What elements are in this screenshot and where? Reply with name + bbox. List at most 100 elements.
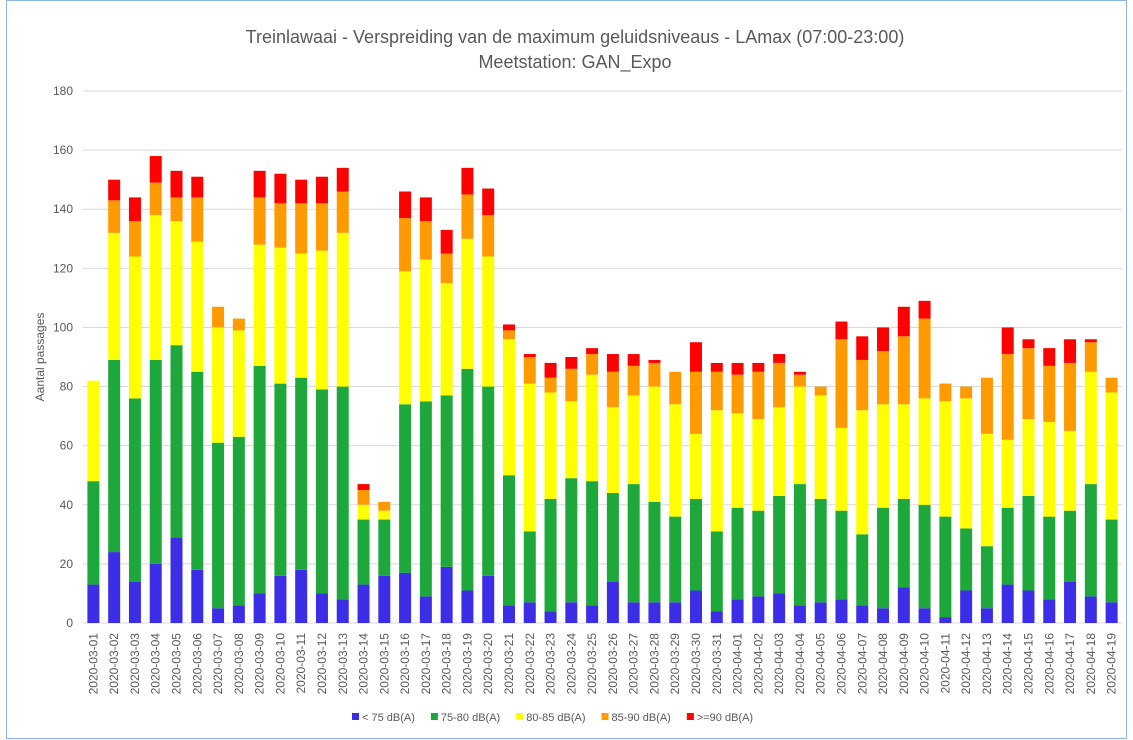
bar-segment	[191, 197, 204, 242]
bar-segment	[565, 401, 578, 479]
bar-segment	[710, 611, 723, 623]
bar-segment	[752, 596, 765, 623]
x-tick-label: 2020-03-29	[668, 633, 682, 695]
bar-segment	[627, 395, 640, 485]
bar-segment	[1105, 602, 1118, 623]
bar-segment	[1043, 365, 1056, 423]
bar-segment	[482, 575, 495, 623]
bar-segment	[897, 587, 910, 623]
bar-segment	[1043, 422, 1056, 517]
bar-segment	[586, 348, 599, 355]
bar-segment	[710, 371, 723, 411]
bar-segment	[627, 365, 640, 396]
bar-segment	[108, 179, 121, 201]
bar-segment	[295, 179, 308, 204]
bar-segment	[461, 590, 474, 623]
bar-segment	[690, 342, 703, 372]
bar-segment	[149, 182, 162, 216]
x-tick-label: 2020-04-15	[1021, 633, 1035, 695]
bar-segment	[1084, 342, 1097, 372]
bar-segment	[482, 256, 495, 387]
bar-segment	[336, 191, 349, 233]
x-tick-label: 2020-03-30	[689, 633, 703, 695]
bar-segment	[315, 176, 328, 204]
bar-segment	[731, 362, 744, 375]
bar-segment	[1001, 584, 1014, 623]
bar-segment	[1084, 371, 1097, 485]
bar-segment	[212, 442, 225, 609]
bar-segment	[648, 362, 661, 387]
x-tick-label: 2020-03-09	[253, 633, 267, 695]
bar-segment	[1084, 484, 1097, 597]
bar-segment	[295, 203, 308, 254]
bar-segment	[835, 599, 848, 623]
bar-segment	[170, 345, 183, 538]
bar-segment	[710, 362, 723, 372]
bar-segment	[274, 203, 287, 248]
bar-segment	[274, 383, 287, 576]
bar-segment	[627, 602, 640, 623]
bar-segment	[295, 377, 308, 570]
y-tick-label: 180	[53, 84, 73, 98]
bar-segment	[212, 306, 225, 328]
bar-segment	[918, 504, 931, 609]
bar-segment	[128, 221, 141, 257]
bar-segment	[315, 250, 328, 390]
bar-segment	[378, 501, 391, 511]
x-tick-label: 2020-03-05	[170, 633, 184, 695]
bar-segment	[253, 593, 266, 623]
bar-segment	[274, 575, 287, 623]
x-tick-label: 2020-04-06	[834, 633, 848, 695]
bar-segment	[690, 498, 703, 591]
bar-segment	[710, 531, 723, 612]
bar-segment	[960, 398, 973, 529]
legend-swatch	[601, 713, 609, 720]
y-tick-label: 160	[53, 143, 73, 157]
bar-segment	[960, 528, 973, 591]
bar-segment	[419, 221, 432, 260]
bar-segment	[357, 584, 370, 623]
bar-segment	[523, 531, 536, 603]
bar-segment	[295, 253, 308, 378]
legend-swatch	[430, 713, 438, 720]
bar-segment	[502, 324, 515, 331]
bar-segment	[419, 259, 432, 402]
bar-segment	[835, 339, 848, 428]
bar-segment	[960, 386, 973, 399]
x-tick-label: 2020-03-01	[86, 633, 100, 695]
bar-segment	[191, 241, 204, 372]
bar-segment	[565, 368, 578, 402]
bar-segment	[399, 572, 412, 623]
bar-segment	[461, 194, 474, 239]
bar-segment	[108, 552, 121, 623]
bar-segment	[315, 203, 328, 251]
bar-segment	[606, 492, 619, 582]
bar-segment	[336, 599, 349, 623]
bar-segment	[212, 327, 225, 443]
bar-segment	[980, 608, 993, 623]
bar-segment	[544, 498, 557, 612]
bar-segment	[856, 359, 869, 411]
bar-segment	[274, 247, 287, 384]
bar-segment	[710, 410, 723, 532]
bar-segment	[835, 510, 848, 600]
bar-segment	[856, 336, 869, 360]
bar-segment	[918, 300, 931, 319]
bar-segment	[773, 362, 786, 408]
bar-segment	[690, 590, 703, 623]
y-tick-label: 140	[53, 202, 73, 216]
bar-segment	[253, 197, 266, 245]
x-tick-label: 2020-03-08	[232, 633, 246, 695]
bar-segment	[336, 232, 349, 387]
bar-segment	[793, 374, 806, 387]
bar-segment	[1084, 596, 1097, 623]
x-tick-label: 2020-03-11	[294, 633, 308, 694]
x-tick-label: 2020-03-22	[523, 633, 537, 695]
legend-label: < 75 dB(A)	[362, 712, 415, 724]
bar-segment	[793, 605, 806, 623]
x-tick-label: 2020-03-16	[398, 633, 412, 695]
legend-label: 80-85 dB(A)	[526, 712, 585, 724]
bar-segment	[295, 569, 308, 623]
bar-segment	[565, 357, 578, 369]
y-tick-label: 80	[60, 380, 74, 394]
